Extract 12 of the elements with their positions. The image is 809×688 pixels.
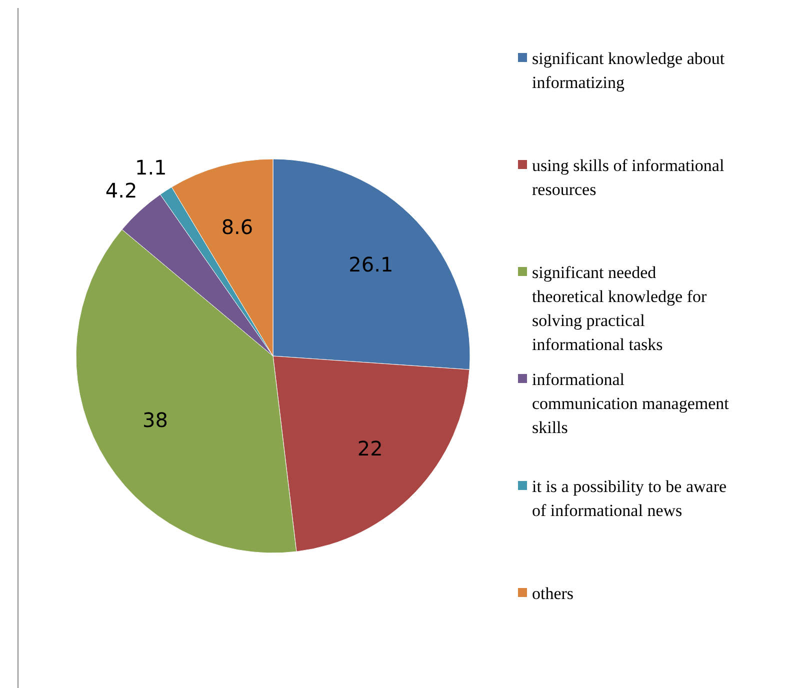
data-label: 8.6 (221, 214, 254, 239)
data-label: 22 (357, 436, 383, 460)
data-label: 4.2 (105, 178, 138, 202)
legend-label: using skills of informational resources (532, 156, 724, 198)
legend-label: others (532, 584, 574, 602)
legend-label: informational communication management skills (532, 370, 730, 436)
data-label: 1.1 (134, 156, 167, 180)
legend-label: it is a possibility to be aware of informational news (532, 476, 727, 520)
legend-label: significant knowledge about informatizing (532, 48, 725, 92)
legend-label: significant needed theoretical knowledge for solving practical informational tasks (532, 262, 707, 354)
data-label: 26.1 (348, 252, 394, 277)
data-label: 38 (142, 408, 168, 432)
